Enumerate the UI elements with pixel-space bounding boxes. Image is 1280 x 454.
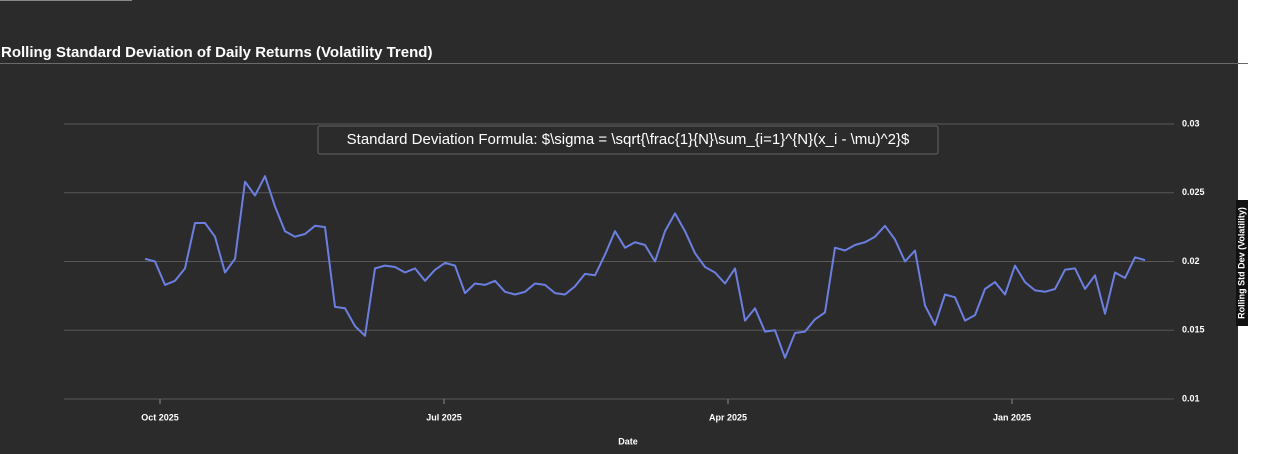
y-tick-label: 0.015	[1182, 325, 1205, 335]
y-tick-label: 0.025	[1182, 187, 1205, 197]
y-tick-label: 0.03	[1182, 118, 1200, 128]
y-axis-label-bg	[1236, 200, 1248, 326]
panel-background	[0, 0, 1238, 454]
chart-title: Rolling Standard Deviation of Daily Retu…	[1, 44, 432, 61]
x-tick-label: Jul 2025	[426, 412, 462, 422]
x-axis-label: Date	[618, 436, 638, 446]
volatility-line	[144, 175, 1146, 359]
annotation-box	[317, 125, 939, 155]
x-tick-label: Apr 2025	[709, 412, 747, 422]
x-tick-label: Jan 2025	[993, 412, 1031, 422]
x-tick-label: Oct 2025	[141, 412, 179, 422]
y-tick-label: 0.02	[1182, 256, 1200, 266]
y-tick-label: 0.01	[1182, 393, 1200, 403]
y-axis-label: Rolling Std Dev (Volatility)	[1236, 207, 1246, 319]
annotation: Standard Deviation Formula: $\sigma = \s…	[347, 131, 910, 148]
